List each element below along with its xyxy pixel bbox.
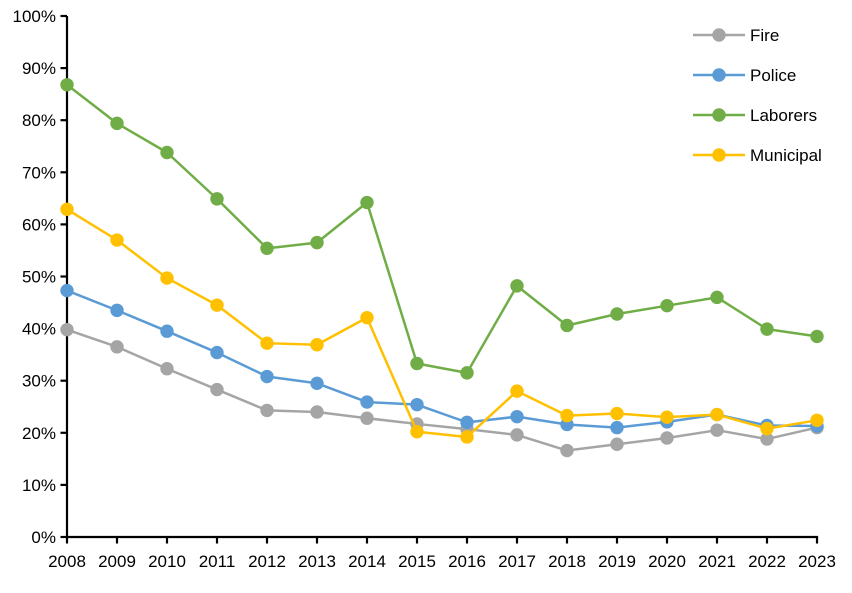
series-marker-laborers-2016 xyxy=(460,366,474,380)
series-marker-laborers-2011 xyxy=(210,192,224,206)
y-axis-tick-label: 80% xyxy=(22,111,56,130)
x-axis-tick-label: 2017 xyxy=(498,552,536,571)
series-marker-laborers-2014 xyxy=(360,195,374,210)
series-marker-fire-2018 xyxy=(560,443,574,458)
series-marker-laborers-2010 xyxy=(160,145,174,160)
series-marker-municipal-2023 xyxy=(810,413,824,427)
series-marker-police-2013 xyxy=(310,376,324,391)
y-axis-tick-label: 100% xyxy=(13,7,56,26)
legend-label-fire: Fire xyxy=(750,26,779,45)
x-axis-tick-label: 2021 xyxy=(698,552,736,571)
y-axis-tick-label: 60% xyxy=(22,215,56,234)
series-marker-fire-2022 xyxy=(760,432,774,446)
series-marker-municipal-2019 xyxy=(610,406,624,421)
series-marker-laborers-2023 xyxy=(810,329,824,344)
series-marker-laborers-2012 xyxy=(260,241,274,256)
legend-marker-police xyxy=(712,68,726,82)
series-marker-municipal-2020 xyxy=(660,410,674,424)
series-marker-municipal-2009 xyxy=(110,233,124,247)
series-marker-municipal-2014 xyxy=(360,310,374,325)
x-axis-tick-label: 2015 xyxy=(398,552,436,571)
series-marker-police-2010 xyxy=(160,324,174,338)
y-axis-tick-label: 10% xyxy=(22,476,56,495)
series-marker-municipal-2008 xyxy=(60,202,74,216)
series-marker-police-2017 xyxy=(510,409,524,424)
series-marker-laborers-2015 xyxy=(410,356,424,371)
series-marker-fire-2009 xyxy=(110,340,124,354)
series-marker-police-2011 xyxy=(210,345,224,360)
series-marker-fire-2011 xyxy=(210,382,224,397)
series-marker-fire-2020 xyxy=(660,431,674,445)
series-marker-police-2015 xyxy=(410,397,424,412)
series-line-police xyxy=(66,289,818,429)
series-marker-fire-2017 xyxy=(510,428,524,442)
series-marker-fire-2010 xyxy=(160,362,174,376)
y-axis-tick-label: 20% xyxy=(22,424,56,443)
y-axis-tick-label: 50% xyxy=(22,268,56,287)
series-line-fire xyxy=(66,328,818,452)
series-marker-police-2009 xyxy=(110,303,124,318)
x-axis-tick-label: 2019 xyxy=(598,552,636,571)
x-axis-tick-label: 2008 xyxy=(48,552,86,571)
series-marker-municipal-2022 xyxy=(760,421,774,436)
series-marker-municipal-2017 xyxy=(510,384,524,398)
x-axis-tick-label: 2018 xyxy=(548,552,586,571)
series-marker-police-2008 xyxy=(60,283,74,298)
series-marker-fire-2008 xyxy=(60,322,74,337)
legend-marker-laborers xyxy=(712,108,726,122)
x-axis-tick-label: 2010 xyxy=(148,552,186,571)
series-marker-municipal-2010 xyxy=(160,271,174,285)
series-marker-municipal-2021 xyxy=(710,407,724,422)
series-marker-laborers-2021 xyxy=(710,290,724,305)
series-marker-police-2019 xyxy=(610,420,624,435)
series-marker-municipal-2013 xyxy=(310,338,324,352)
series-marker-municipal-2011 xyxy=(210,298,224,312)
y-axis-tick-label: 90% xyxy=(22,59,56,78)
series-marker-police-2012 xyxy=(260,369,274,384)
series-line-municipal xyxy=(66,208,818,439)
x-axis-tick-label: 2011 xyxy=(199,552,236,571)
legend-label-laborers: Laborers xyxy=(750,106,817,125)
x-axis-tick-label: 2020 xyxy=(648,552,686,571)
series-marker-laborers-2009 xyxy=(110,116,124,131)
series-marker-police-2016 xyxy=(460,415,474,430)
series-marker-laborers-2019 xyxy=(610,307,624,321)
x-axis-tick-label: 2014 xyxy=(348,552,386,571)
x-axis-tick-label: 2023 xyxy=(798,552,836,571)
x-axis-tick-label: 2016 xyxy=(448,552,486,571)
y-axis-tick-label: 30% xyxy=(22,372,56,391)
x-axis-tick-label: 2013 xyxy=(298,552,336,571)
series-marker-fire-2014 xyxy=(360,411,374,425)
legend-label-police: Police xyxy=(750,66,796,85)
series-marker-fire-2021 xyxy=(710,423,724,437)
series-marker-police-2014 xyxy=(360,395,374,409)
series-marker-laborers-2017 xyxy=(510,279,524,293)
series-marker-fire-2013 xyxy=(310,405,324,419)
series-marker-laborers-2008 xyxy=(60,78,74,92)
series-marker-municipal-2016 xyxy=(460,430,474,444)
legend-label-municipal: Municipal xyxy=(750,146,822,165)
series-marker-laborers-2018 xyxy=(560,318,574,333)
legend-marker-fire xyxy=(712,28,726,42)
series-marker-municipal-2018 xyxy=(560,408,574,423)
x-axis-tick-label: 2009 xyxy=(98,552,136,571)
series-marker-laborers-2020 xyxy=(660,298,674,313)
x-axis-tick-label: 2022 xyxy=(748,552,786,571)
y-axis-tick-label: 0% xyxy=(31,528,56,547)
series-marker-fire-2012 xyxy=(260,403,274,418)
series-marker-fire-2019 xyxy=(610,437,624,451)
y-axis-tick-label: 70% xyxy=(22,163,56,182)
legend-marker-municipal xyxy=(712,148,726,162)
series-marker-laborers-2022 xyxy=(760,322,774,336)
series-marker-municipal-2012 xyxy=(260,336,274,350)
series-line-laborers xyxy=(66,83,818,375)
y-axis-tick-label: 40% xyxy=(22,320,56,339)
series-marker-municipal-2015 xyxy=(410,425,424,439)
series-marker-laborers-2013 xyxy=(310,235,324,250)
x-axis-tick-label: 2012 xyxy=(248,552,286,571)
